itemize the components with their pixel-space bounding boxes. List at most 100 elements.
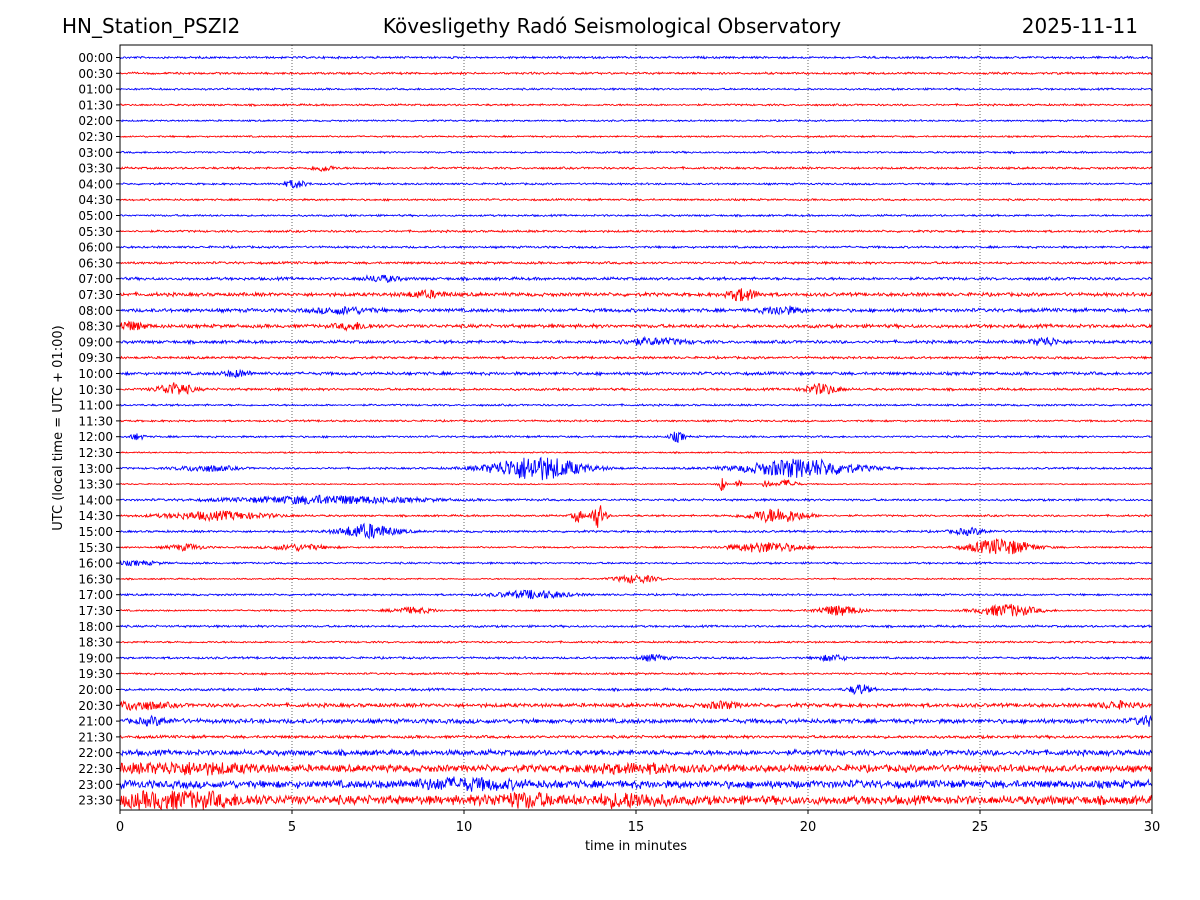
x-axis-label: time in minutes xyxy=(585,839,687,854)
y-tick-label: 09:30 xyxy=(78,351,113,365)
trace-1200 xyxy=(119,431,1153,444)
y-tick-label: 04:30 xyxy=(78,193,113,207)
trace-1900 xyxy=(119,653,1153,663)
trace-0630 xyxy=(119,260,1153,266)
y-tick-label: 05:30 xyxy=(78,225,113,239)
y-tick-label: 10:30 xyxy=(78,383,113,397)
y-tick-label: 21:00 xyxy=(78,715,113,729)
y-tick-label: 14:00 xyxy=(78,493,113,507)
y-axis-label: UTC (local time = UTC + 01:00) xyxy=(51,325,66,530)
y-tick-label: 06:00 xyxy=(78,241,113,255)
y-tick-label: 05:00 xyxy=(78,209,113,223)
trace-2130 xyxy=(119,733,1153,740)
y-tick-label: 15:30 xyxy=(78,541,113,555)
y-tick-label: 07:30 xyxy=(78,288,113,302)
y-tick-label: 08:30 xyxy=(78,320,113,334)
y-tick-label: 22:00 xyxy=(78,746,113,760)
x-axis-ticks: 0 5 10 15 20 25 30 xyxy=(116,810,1160,835)
y-tick-label: 02:30 xyxy=(78,130,113,144)
chart-title: Kövesligethy Radó Seismological Observat… xyxy=(382,14,842,38)
y-tick-label: 00:30 xyxy=(78,67,113,81)
plot-background xyxy=(120,45,1152,810)
x-tick-label: 20 xyxy=(800,820,817,835)
y-tick-label: 12:00 xyxy=(78,430,113,444)
trace-0600 xyxy=(119,244,1153,250)
y-tick-label: 11:00 xyxy=(78,399,113,413)
y-tick-label: 20:30 xyxy=(78,699,113,713)
trace-1330 xyxy=(119,478,1153,491)
trace-1400 xyxy=(119,494,1153,505)
y-tick-label: 17:30 xyxy=(78,604,113,618)
trace-1530 xyxy=(119,537,1153,555)
trace-2000 xyxy=(119,684,1153,696)
y-tick-label: 22:30 xyxy=(78,762,113,776)
trace-1300 xyxy=(119,456,1153,481)
trace-1030 xyxy=(119,382,1153,395)
chart-date: 2025-11-11 xyxy=(1021,14,1138,38)
y-tick-label: 20:00 xyxy=(78,683,113,697)
trace-1500 xyxy=(119,522,1153,540)
y-tick-label: 19:30 xyxy=(78,667,113,681)
trace-0530 xyxy=(119,228,1153,234)
x-tick-label: 0 xyxy=(116,820,124,835)
trace-0400 xyxy=(119,179,1153,189)
y-tick-label: 03:00 xyxy=(78,146,113,160)
y-tick-label: 03:30 xyxy=(78,162,113,176)
seismogram-traces xyxy=(119,55,1153,810)
y-tick-label: 19:00 xyxy=(78,651,113,665)
y-tick-label: 23:30 xyxy=(78,794,113,808)
x-tick-label: 25 xyxy=(972,820,989,835)
y-tick-label: 07:00 xyxy=(78,272,113,286)
trace-1100 xyxy=(119,402,1153,408)
y-tick-label: 13:00 xyxy=(78,462,113,476)
trace-0730 xyxy=(119,288,1153,302)
y-tick-label: 00:00 xyxy=(78,51,113,65)
y-tick-label: 23:00 xyxy=(78,778,113,792)
y-tick-label: 21:30 xyxy=(78,730,113,744)
y-tick-label: 17:00 xyxy=(78,588,113,602)
trace-0430 xyxy=(119,197,1153,202)
trace-1800 xyxy=(119,624,1153,629)
x-tick-label: 30 xyxy=(1144,820,1161,835)
trace-0330 xyxy=(119,165,1153,173)
trace-0200 xyxy=(119,118,1153,123)
trace-2200 xyxy=(119,747,1153,758)
y-tick-label: 10:00 xyxy=(78,367,113,381)
y-tick-label: 18:30 xyxy=(78,636,113,650)
y-tick-label: 14:30 xyxy=(78,509,113,523)
trace-0230 xyxy=(119,134,1153,139)
y-tick-label: 02:00 xyxy=(78,114,113,128)
trace-0830 xyxy=(119,320,1153,332)
trace-2030 xyxy=(119,699,1153,712)
trace-1830 xyxy=(119,639,1153,645)
y-tick-label: 04:00 xyxy=(78,177,113,191)
x-tick-label: 10 xyxy=(456,820,473,835)
y-tick-label: 15:00 xyxy=(78,525,113,539)
trace-2300 xyxy=(119,776,1153,793)
trace-1230 xyxy=(119,450,1153,455)
trace-0300 xyxy=(119,150,1153,155)
trace-0930 xyxy=(119,354,1153,361)
trace-2100 xyxy=(119,714,1153,727)
y-tick-label: 01:30 xyxy=(78,98,113,112)
y-tick-label: 08:00 xyxy=(78,304,113,318)
trace-0700 xyxy=(119,274,1153,284)
trace-1430 xyxy=(119,505,1153,528)
y-tick-label: 01:00 xyxy=(78,83,113,97)
x-tick-label: 15 xyxy=(628,820,645,835)
y-tick-label: 09:00 xyxy=(78,335,113,349)
trace-1630 xyxy=(119,574,1153,585)
y-tick-label: 13:30 xyxy=(78,478,113,492)
y-tick-label: 11:30 xyxy=(78,414,113,428)
trace-1930 xyxy=(119,671,1153,676)
y-tick-label: 06:30 xyxy=(78,256,113,270)
y-tick-label: 18:00 xyxy=(78,620,113,634)
y-tick-label: 16:30 xyxy=(78,572,113,586)
trace-0900 xyxy=(119,335,1153,348)
trace-2330 xyxy=(119,790,1153,810)
station-name: HN_Station_PSZI2 xyxy=(62,14,241,38)
trace-0800 xyxy=(119,305,1153,316)
y-tick-label: 16:00 xyxy=(78,557,113,571)
